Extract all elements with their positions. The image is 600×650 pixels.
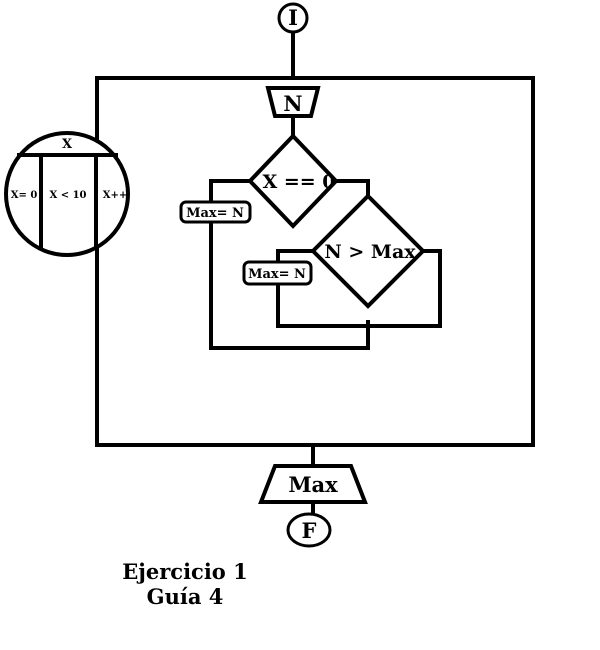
assign-1-box [179,200,252,224]
input-label: N [283,91,302,116]
assign-2-box [242,260,313,286]
output-label: Max [288,472,338,497]
decision-1-label: X == 0 [262,171,335,193]
assign-2-label: Max= N [248,267,306,282]
end-label: F [302,518,317,543]
caption-exercise: Ejercicio 1 [122,559,248,584]
decision-1-diamond [247,133,339,229]
for-loop-init: X= 0 [11,190,38,201]
output-trapezoid [258,464,368,504]
decision-2-label: N > Max [324,241,416,263]
end-terminal [286,512,332,548]
loop-body-frame [95,76,535,447]
caption-guide: Guía 4 [147,584,224,609]
decision-2-false-branch [276,249,442,328]
for-loop-condition: X < 10 [49,190,86,201]
for-loop-variable: X [62,137,73,152]
for-loop-increment: X++ [103,190,128,201]
input-trapezoid [265,86,321,118]
decision-1-false-branch [209,179,370,350]
start-label: I [288,5,298,30]
assign-1-label: Max= N [186,206,244,221]
decision-2-diamond [310,193,426,309]
decision-1-true-branch [336,179,370,196]
